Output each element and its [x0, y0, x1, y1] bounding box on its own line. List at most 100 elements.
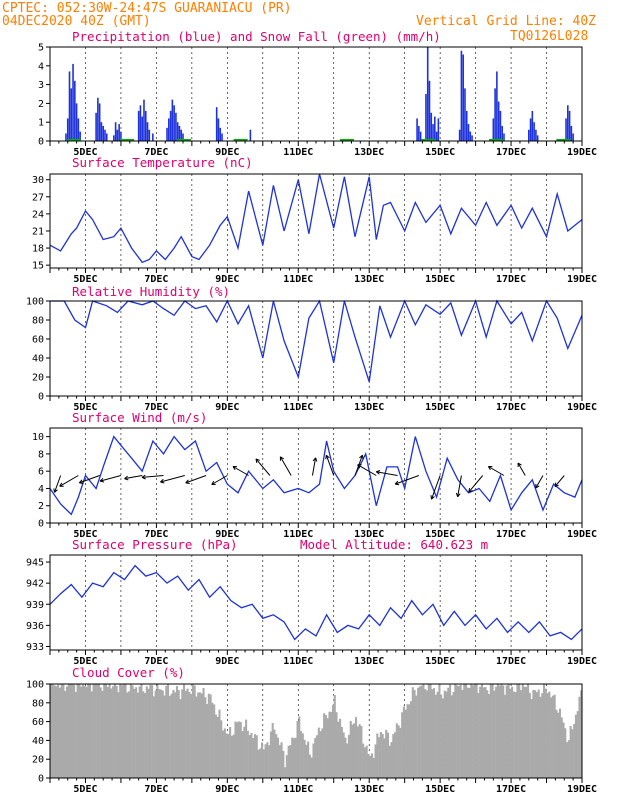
- precip-bar: [144, 110, 147, 141]
- cloud-bar: [370, 753, 374, 778]
- cloud-bar: [413, 690, 416, 778]
- cloud-bar: [475, 684, 478, 778]
- cloud-bar: [230, 735, 233, 778]
- cloud-bar: [436, 691, 439, 778]
- cloud-bar: [156, 684, 159, 778]
- x-tick-label: 19DEC: [567, 274, 597, 285]
- cloud-bar: [498, 685, 501, 778]
- precip-bar: [531, 110, 534, 141]
- cloud-bar: [237, 721, 241, 778]
- cloud-bar: [122, 684, 125, 778]
- cloud-bar: [443, 690, 446, 778]
- cloud-bar: [232, 734, 235, 778]
- x-tick-label: 15DEC: [425, 274, 455, 285]
- panel-title: Surface Pressure (hPa): [72, 537, 238, 552]
- cloud-bar: [184, 690, 187, 778]
- cloud-bar: [433, 688, 436, 778]
- cloud-bar: [303, 739, 306, 778]
- y-tick-label: 15: [32, 261, 44, 272]
- x-tick-label: 19DEC: [567, 784, 597, 795]
- wind-arrow: [185, 475, 207, 484]
- cloud-bar: [406, 704, 409, 778]
- cloud-bar: [181, 689, 184, 778]
- cloud-bar: [409, 701, 413, 778]
- y-tick-label: 4: [38, 484, 44, 495]
- cloud-bar: [103, 684, 106, 778]
- cloud-bar: [250, 732, 253, 778]
- panel-title: Surface Wind (m/s): [72, 410, 207, 425]
- cloud-bar: [112, 686, 115, 778]
- cloud-bar: [505, 685, 508, 778]
- precip-bar: [143, 99, 145, 141]
- cloud-bar: [518, 684, 521, 778]
- cloud-bar: [222, 730, 225, 778]
- x-tick-label: 15DEC: [425, 656, 455, 667]
- precip-bar: [435, 131, 438, 141]
- wind-arrow: [468, 475, 484, 493]
- x-tick-label: 11DEC: [283, 402, 313, 413]
- cloud-bar: [425, 690, 429, 778]
- x-tick-label: 17DEC: [496, 147, 526, 158]
- cloud-bar: [97, 684, 100, 778]
- cloud-bar: [569, 726, 572, 778]
- cloud-bar: [502, 685, 505, 778]
- cloud-bar: [532, 689, 535, 778]
- precip-bar: [215, 107, 218, 141]
- cloud-bar: [385, 729, 388, 778]
- cloud-bar: [479, 686, 482, 778]
- panel-frame: [49, 173, 583, 269]
- cloud-bar: [51, 684, 54, 778]
- cloud-bar: [289, 745, 292, 778]
- cloud-bar: [344, 737, 347, 778]
- cloud-bar: [85, 687, 88, 778]
- cloud-bar: [516, 684, 519, 778]
- x-tick-label: 13DEC: [354, 656, 384, 667]
- x-tick-label: 7DEC: [144, 784, 168, 795]
- y-tick-label: 24: [32, 209, 44, 220]
- precip-bar: [113, 135, 115, 141]
- cloud-bar: [133, 688, 136, 778]
- precip-bar: [221, 133, 223, 141]
- panel-title: Cloud Cover (%): [72, 665, 185, 680]
- y-tick-label: 0: [38, 392, 44, 403]
- cloud-bar: [553, 694, 556, 778]
- cloud-bar: [339, 718, 342, 778]
- x-tick-label: 19DEC: [567, 529, 597, 540]
- wind-arrow: [255, 458, 271, 476]
- precip-bar: [492, 118, 495, 141]
- wind-arrow: [279, 456, 292, 476]
- cloud-bar: [335, 712, 338, 778]
- wind-arrow: [311, 457, 318, 476]
- wind-arrow: [59, 475, 79, 487]
- wind-arrow: [554, 475, 565, 487]
- cloud-bar: [253, 734, 257, 778]
- cloud-bar: [337, 721, 340, 778]
- cloud-bar: [209, 694, 212, 778]
- cloud-bar: [58, 687, 61, 778]
- cloud-bar: [440, 694, 443, 778]
- cloud-bar: [78, 684, 81, 778]
- cloud-bar: [271, 723, 274, 778]
- precip-bar: [70, 88, 73, 141]
- cloud-bar: [117, 692, 120, 778]
- precip-bar: [217, 118, 220, 141]
- cloud-bar: [268, 745, 271, 778]
- cloud-bar: [450, 695, 453, 778]
- cloud-bar: [519, 690, 523, 778]
- precip-bar: [152, 133, 154, 141]
- cloud-bar: [454, 684, 457, 778]
- cloud-bar: [484, 687, 487, 778]
- cloud-bar: [149, 684, 152, 778]
- precip-bar: [565, 118, 567, 141]
- y-tick-label: 40: [32, 354, 44, 365]
- cloud-bar: [62, 684, 65, 778]
- cloud-bar: [415, 695, 418, 778]
- cloud-bar: [319, 731, 322, 778]
- panel-frame: [49, 427, 583, 524]
- cloud-bar: [360, 725, 363, 778]
- cloud-bar: [292, 738, 296, 778]
- cloud-bar: [539, 696, 542, 778]
- precip-bar: [95, 112, 97, 141]
- cloud-bar: [177, 690, 180, 778]
- cloud-bar: [326, 718, 329, 778]
